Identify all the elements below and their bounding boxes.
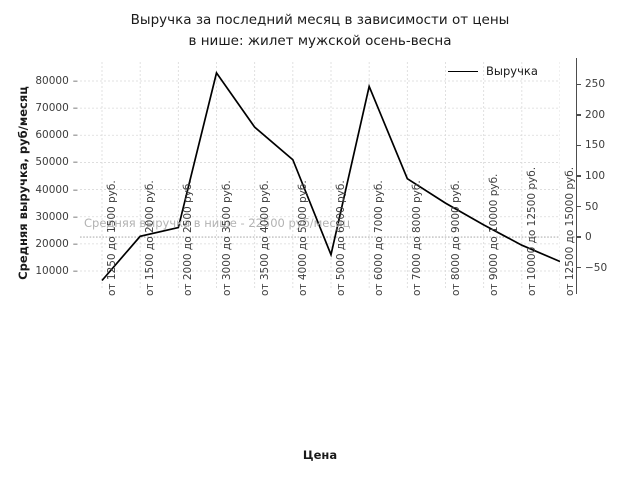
x-tick-label: от 7000 до 8000 руб. — [411, 180, 424, 296]
right-axis-ticks: −50 0 50 100 150 200 250 — [576, 0, 640, 480]
plot-area — [80, 62, 560, 290]
left-ytick-label: 80000– — [35, 75, 78, 87]
x-tick-label: от 10000 до 12500 руб. — [525, 166, 538, 296]
x-tick-label: от 4000 до 5000 руб. — [296, 180, 309, 296]
chart-title: Выручка за последний месяц в зависимости… — [130, 12, 510, 49]
average-annotation-text: Средняя выручка в нише - 22500 руб/месяц — [84, 216, 351, 230]
x-tick-label: от 3500 до 4000 руб. — [258, 180, 271, 296]
left-ytick-label: 30000– — [35, 210, 78, 223]
x-tick-label: от 5000 до 6000 руб. — [335, 180, 347, 296]
left-ytick-label: 70000– — [35, 102, 78, 115]
right-ytick-label: 0 — [576, 231, 592, 243]
gridlines — [80, 62, 560, 290]
right-ytick-label: −50 — [576, 262, 607, 274]
x-tick-label: от 1250 до 1500 руб. — [106, 180, 118, 296]
right-ytick-label: 50 — [576, 201, 598, 213]
legend-line-icon — [448, 70, 478, 72]
right-ytick-label: 100 — [576, 170, 605, 182]
x-tick-label: от 8000 до 9000 руб. — [449, 180, 462, 296]
left-ytick-label: 40000– — [35, 183, 78, 196]
right-ytick-label: 250 — [576, 78, 605, 90]
left-ytick-label: 10000– — [35, 265, 78, 277]
left-ytick-label: 20000– — [35, 237, 78, 250]
x-axis-label: Цена — [302, 448, 338, 462]
x-tick-label: от 1500 до 2000 руб. — [144, 180, 157, 296]
x-tick-label: от 12500 до 15000 руб. — [564, 166, 576, 296]
left-axis-ticks: 10000– 20000– 30000– 40000– 50000– 60000– 7000… — [0, 0, 78, 480]
left-ytick-label: 50000– — [35, 156, 78, 169]
x-tick-label: от 2000 до 2500 руб. — [182, 180, 195, 296]
left-ytick-label: 60000– — [35, 129, 78, 142]
revenue-line-series — [101, 70, 560, 282]
x-tick-label: от 3000 до 3500 руб. — [220, 180, 233, 296]
legend-label-revenue: Выручка — [486, 64, 538, 78]
right-ytick-label: 150 — [576, 139, 605, 151]
x-tick-label: от 9000 до 10000 руб. — [487, 173, 500, 296]
right-ytick-label: 200 — [576, 109, 605, 121]
x-tick-label: от 6000 до 7000 руб. — [373, 180, 386, 296]
average-reference-line — [80, 236, 560, 238]
legend: Выручка — [448, 64, 538, 78]
